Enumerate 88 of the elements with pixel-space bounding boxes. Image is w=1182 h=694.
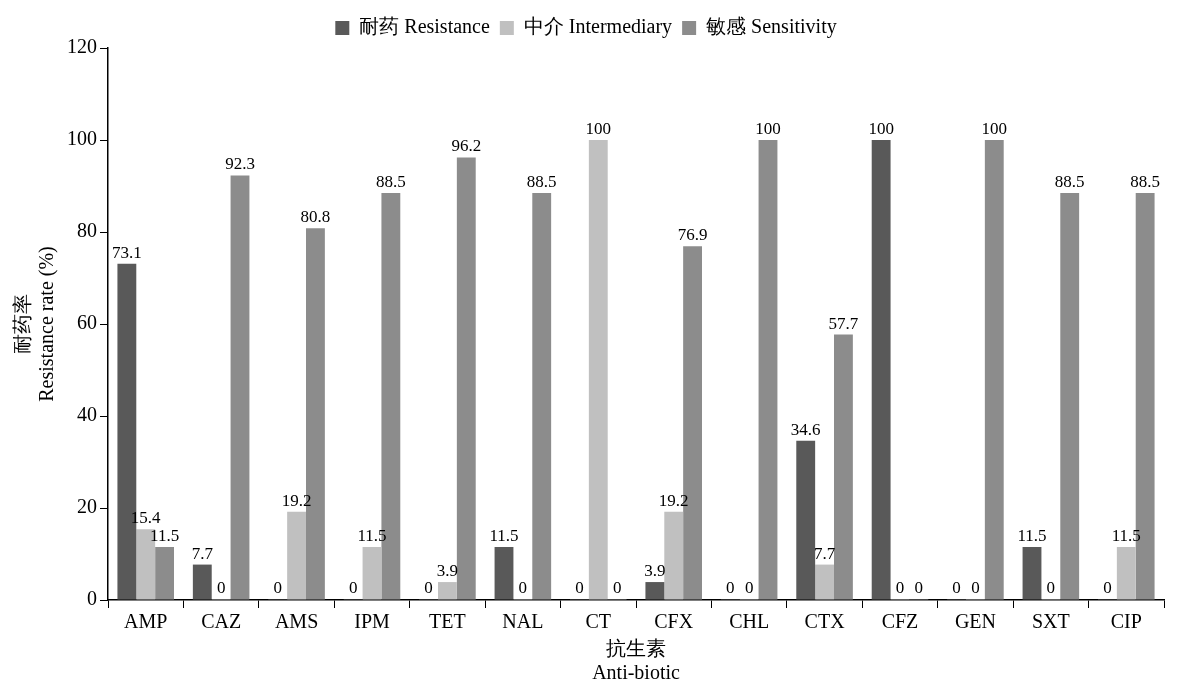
bar — [230, 175, 250, 600]
data-label: 3.9 — [436, 561, 459, 581]
x-tick-label: TET — [429, 610, 466, 633]
data-label: 100 — [868, 118, 894, 138]
data-label: 11.5 — [489, 526, 519, 546]
data-label: 92.3 — [225, 154, 255, 174]
bar — [155, 547, 174, 600]
data-label: 88.5 — [1130, 171, 1161, 191]
data-label: 0 — [971, 577, 980, 597]
bar — [362, 547, 382, 600]
x-tick-label: CFZ — [881, 610, 919, 633]
data-label: 19.2 — [281, 490, 312, 510]
y-tick-label: 0 — [87, 587, 97, 610]
data-label: 80.8 — [300, 207, 331, 227]
data-label: 19.2 — [658, 490, 689, 510]
bar — [834, 334, 853, 600]
data-label: 88.5 — [375, 171, 406, 191]
bar — [287, 511, 306, 600]
y-tick-label: 20 — [77, 495, 97, 518]
y-axis-title: 耐药率 Resistance rate (%) — [11, 246, 59, 402]
data-label: 0 — [424, 577, 433, 597]
data-label: 88.5 — [1054, 171, 1085, 191]
data-label: 3.9 — [644, 561, 666, 581]
bar — [664, 511, 684, 600]
legend-label: 耐药 Resistance — [359, 15, 490, 38]
bar — [796, 440, 816, 600]
bar — [494, 547, 514, 600]
x-tick-label: CIP — [1110, 610, 1142, 633]
data-label: 88.5 — [526, 171, 557, 191]
data-label: 76.9 — [677, 225, 708, 245]
data-label: 11.5 — [1017, 526, 1047, 546]
bar — [532, 192, 552, 600]
data-label: 0 — [273, 577, 282, 597]
data-label: 57.7 — [828, 313, 859, 333]
data-label: 100 — [755, 118, 781, 138]
y-tick-label: 80 — [77, 219, 97, 242]
data-label: 0 — [1103, 577, 1112, 597]
data-label: 0 — [914, 577, 924, 597]
legend-label: 中介 Intermediary — [523, 15, 673, 39]
data-label: 11.5 — [357, 526, 387, 546]
x-tick-label: SXT — [1031, 610, 1070, 633]
data-label: 0 — [726, 577, 735, 597]
data-label: 34.6 — [790, 419, 821, 439]
bar — [645, 582, 665, 600]
data-label: 11.5 — [1111, 526, 1141, 546]
x-axis-title: 抗生素 Anti-biotic — [592, 637, 680, 684]
data-label: 0 — [1046, 577, 1056, 597]
bar — [871, 140, 891, 600]
data-label: 7.7 — [191, 543, 214, 563]
data-label: 0 — [952, 577, 961, 597]
data-label: 96.2 — [451, 136, 482, 156]
legend-label: 敏感 Sensitivity — [706, 15, 837, 39]
y-tick-label: 100 — [67, 127, 97, 150]
data-label: 0 — [216, 577, 226, 597]
bar — [984, 140, 1004, 600]
x-tick-label: AMP — [124, 610, 168, 633]
data-label: 0 — [518, 577, 528, 597]
bar — [815, 564, 834, 600]
y-tick-label: 40 — [77, 403, 97, 426]
x-tick-label: NAL — [502, 610, 544, 633]
x-tick-label: GEN — [954, 610, 996, 633]
x-tick-label: IPM — [354, 610, 390, 633]
data-label: 0 — [895, 577, 905, 597]
x-tick-label: AMS — [274, 610, 319, 633]
bar — [456, 157, 476, 600]
bar — [1060, 192, 1080, 600]
bar — [758, 140, 778, 600]
data-label: 0 — [575, 577, 584, 597]
bar — [1022, 547, 1042, 600]
data-label: 7.7 — [813, 543, 836, 563]
data-label: 11.5 — [150, 526, 180, 546]
x-tick-label: CTX — [804, 610, 846, 633]
bar — [588, 140, 608, 600]
x-tick-label: CFX — [654, 610, 694, 633]
y-tick-label: 120 — [67, 35, 97, 58]
y-tick-label: 60 — [77, 311, 97, 334]
data-label: 73.1 — [111, 242, 142, 262]
data-label: 0 — [744, 577, 754, 597]
data-label: 0 — [612, 577, 622, 597]
data-label: 100 — [585, 118, 612, 138]
bar — [1116, 547, 1136, 600]
x-tick-label: CHL — [729, 610, 770, 633]
x-tick-label: CT — [585, 610, 612, 633]
data-label: 100 — [981, 118, 1008, 138]
bar — [438, 582, 457, 600]
bar — [192, 564, 212, 600]
x-tick-label: CAZ — [201, 610, 242, 633]
data-label: 0 — [348, 577, 358, 597]
